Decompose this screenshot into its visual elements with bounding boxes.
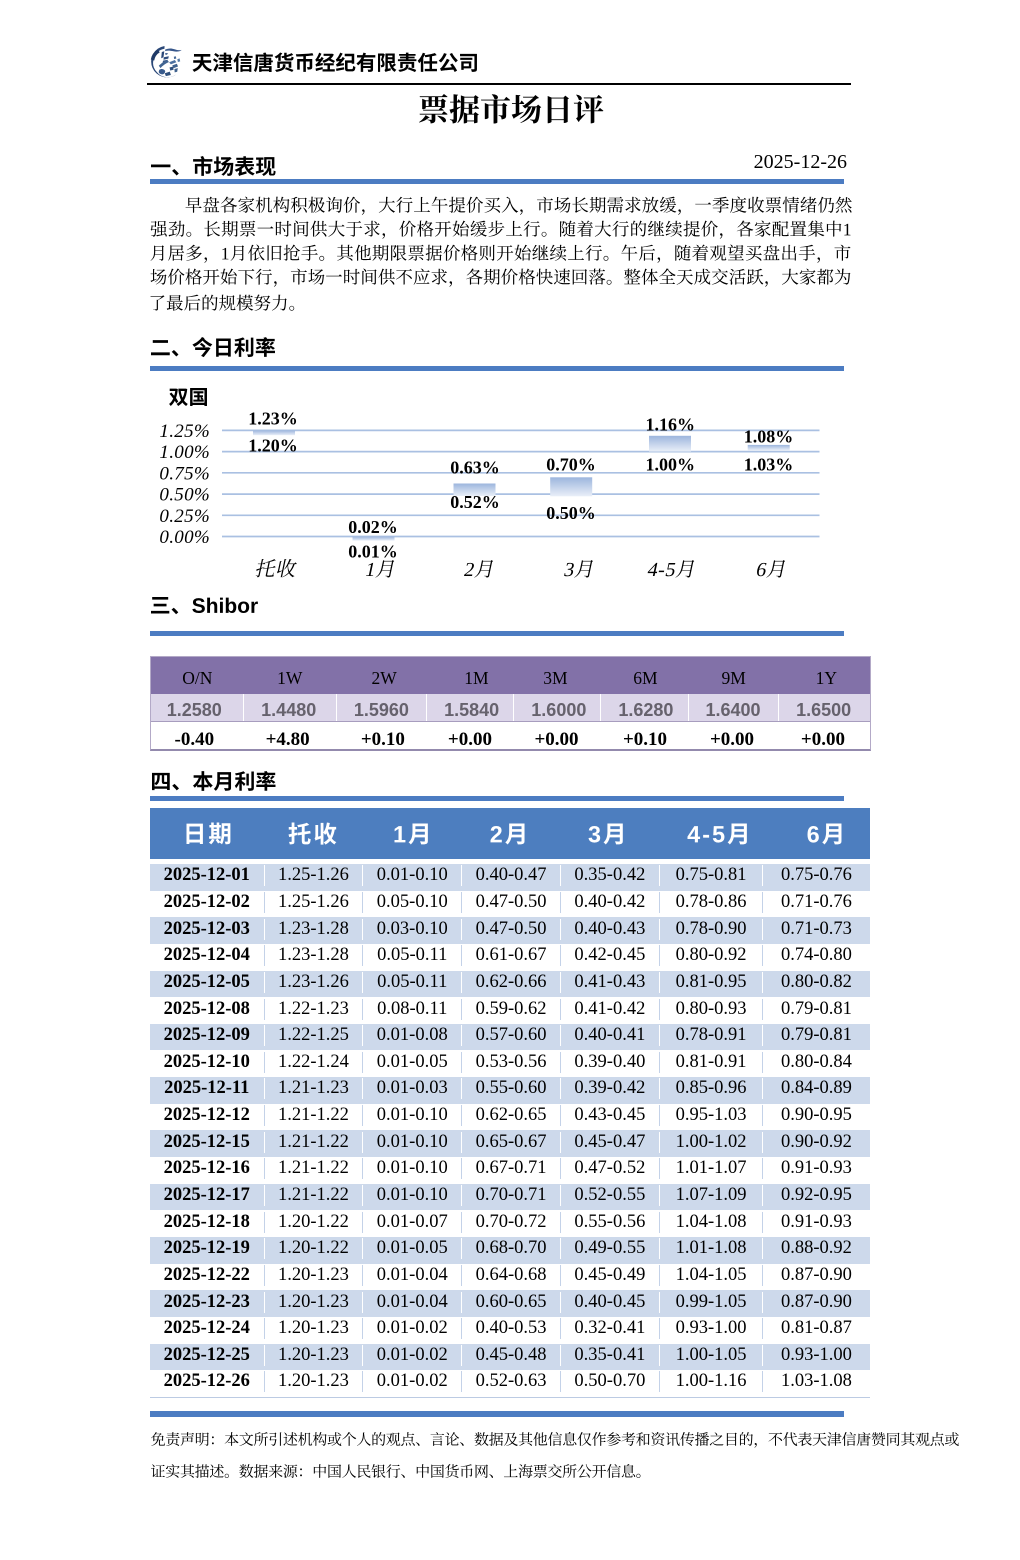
svg-text:0.52%: 0.52% — [450, 492, 500, 512]
svg-text:1.03%: 1.03% — [744, 455, 794, 475]
svg-text:0.50%: 0.50% — [546, 503, 596, 523]
svg-text:0.63%: 0.63% — [450, 458, 500, 478]
svg-text:1.23%: 1.23% — [248, 409, 298, 429]
svg-text:1.16%: 1.16% — [646, 414, 696, 434]
svg-text:0.01%: 0.01% — [348, 542, 398, 562]
svg-text:0.25%: 0.25% — [159, 506, 210, 527]
svg-text:0.02%: 0.02% — [348, 517, 398, 537]
svg-text:1.00%: 1.00% — [159, 442, 210, 463]
svg-text:1.20%: 1.20% — [248, 436, 298, 456]
svg-text:0.70%: 0.70% — [546, 455, 596, 475]
svg-text:0.50%: 0.50% — [159, 485, 210, 506]
svg-text:1.00%: 1.00% — [646, 455, 696, 475]
svg-text:1.25%: 1.25% — [159, 421, 210, 442]
svg-text:0.75%: 0.75% — [159, 463, 210, 484]
svg-text:1.08%: 1.08% — [744, 427, 794, 447]
svg-text:0.00%: 0.00% — [159, 527, 210, 548]
